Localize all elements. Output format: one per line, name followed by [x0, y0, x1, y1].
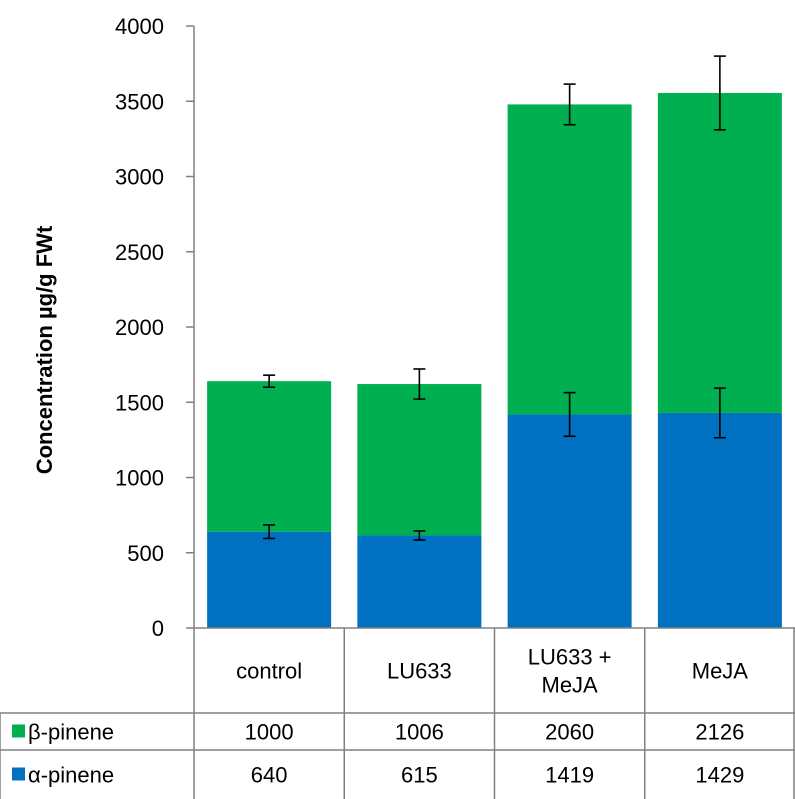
y-axis-label: Concentration µg/g FWt: [32, 225, 57, 474]
y-tick-label: 0: [152, 616, 164, 641]
legend-key: [12, 767, 25, 781]
y-tick-label: 500: [127, 541, 164, 566]
data-label: 1006: [395, 720, 444, 745]
legend-label: α-pinene: [28, 763, 114, 788]
category-label: control: [236, 659, 302, 684]
bar-α-pinene-control: [207, 531, 332, 628]
y-tick-label: 1500: [115, 390, 164, 415]
bar-α-pinene-LU633: [357, 535, 482, 628]
data-label: 2060: [545, 720, 594, 745]
legend-label: β-pinene: [28, 720, 114, 745]
bar-β-pinene-MeJA: [657, 92, 782, 413]
error-bars: [263, 55, 726, 541]
data-label: 640: [251, 763, 288, 788]
data-table: control LU633 LU633 + MeJA MeJA β-pinene 1000 1…: [0, 627, 795, 799]
category-label: MeJA: [542, 673, 599, 698]
y-tick-label: 3500: [115, 89, 164, 114]
bar-α-pinene-MeJA: [657, 412, 782, 628]
category-label: MeJA: [692, 659, 749, 684]
bar-β-pinene-control: [207, 381, 332, 532]
y-tick-label: 2500: [115, 240, 164, 265]
y-tick-label: 2000: [115, 315, 164, 340]
category-label: LU633: [387, 659, 452, 684]
category-label: LU633 +: [528, 645, 612, 670]
bar-β-pinene-LU633: [357, 384, 482, 536]
y-axis: 0 500 1000 1500 2000 2500 3000 3500 4000: [115, 14, 195, 641]
bars: [207, 92, 782, 628]
y-tick-label: 4000: [115, 14, 164, 39]
bar-β-pinene-LU633 + MeJA: [507, 104, 632, 415]
data-label: 615: [401, 763, 438, 788]
data-label: 1000: [245, 720, 294, 745]
legend-key: [12, 724, 25, 738]
data-label: 1419: [545, 763, 594, 788]
bar-α-pinene-LU633 + MeJA: [507, 414, 632, 628]
data-label: 2126: [695, 720, 744, 745]
data-label: 1429: [695, 763, 744, 788]
y-tick-label: 1000: [115, 466, 164, 491]
y-tick-label: 3000: [115, 165, 164, 190]
